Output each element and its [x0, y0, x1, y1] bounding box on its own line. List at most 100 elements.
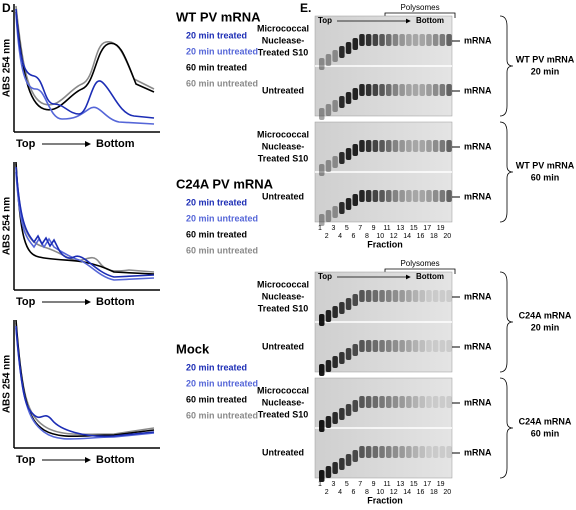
blot-band: [426, 84, 432, 96]
group-label: 20 min: [531, 322, 560, 332]
group-label: C24A mRNA: [519, 416, 572, 426]
blot-band: [352, 294, 358, 306]
blot-band: [426, 140, 432, 152]
blot-band: [426, 340, 432, 352]
row-label: Micrococcal: [257, 129, 309, 139]
row-label: Micrococcal: [257, 385, 309, 395]
blot-band: [332, 100, 338, 112]
group-label: 20 min: [531, 66, 560, 76]
blot-band: [432, 84, 439, 96]
trace: [15, 171, 155, 281]
blot-band: [345, 198, 352, 210]
blot-band: [325, 466, 332, 478]
fraction-number: 16: [417, 233, 425, 240]
blot-band: [359, 340, 365, 352]
blot-band: [352, 344, 358, 356]
blot-band: [345, 348, 352, 360]
blot-band: [439, 34, 446, 46]
trace: [15, 166, 155, 278]
blot-band: [412, 290, 419, 302]
blot-band: [426, 446, 432, 458]
blot-band: [372, 84, 379, 96]
fraction-number: 5: [345, 225, 349, 232]
fraction-number: 3: [331, 225, 335, 232]
x-start-label: Top: [16, 138, 36, 150]
fraction-number: 19: [437, 481, 445, 488]
band-label: mRNA: [464, 85, 492, 95]
blot-band: [432, 140, 439, 152]
blot-band: [399, 190, 405, 202]
blot-band: [345, 454, 352, 466]
blot-band: [319, 420, 325, 432]
trace: [15, 11, 155, 111]
row-label: Treated S10: [258, 47, 309, 57]
fraction-number: 7: [358, 225, 362, 232]
band-label: mRNA: [464, 191, 492, 201]
y-axis-label: ABS 254 nm: [2, 355, 13, 413]
legend-entry: 20 min treated: [186, 197, 247, 207]
blot-band: [379, 84, 385, 96]
fraction-axis-label: Fraction: [367, 239, 403, 249]
gradient-bottom: Bottom: [416, 16, 444, 25]
blot-band: [339, 46, 345, 58]
blot-band: [365, 140, 372, 152]
fraction-number: 12: [390, 489, 398, 496]
fraction-number: 11: [383, 225, 390, 232]
blot-band: [325, 360, 332, 372]
blot-band: [446, 140, 452, 152]
blot-band: [359, 396, 365, 408]
blot-band: [365, 84, 372, 96]
blot-band: [439, 84, 446, 96]
fraction-number: 6: [352, 489, 356, 496]
blot-band: [406, 340, 412, 352]
blot-band: [399, 290, 405, 302]
blot-band: [339, 352, 345, 364]
blot-band: [446, 446, 452, 458]
row-label: Untreated: [262, 191, 304, 201]
fraction-number: 1: [318, 481, 322, 488]
fraction-number: 8: [365, 489, 369, 496]
blot-band: [386, 140, 392, 152]
blot-band: [325, 54, 332, 66]
x-start-label: Top: [16, 296, 36, 308]
fraction-number: 8: [365, 233, 369, 240]
row-label: Untreated: [262, 85, 304, 95]
gradient-top: Top: [318, 272, 332, 281]
blot-band: [432, 340, 439, 352]
y-axis-label: ABS 254 nm: [2, 39, 13, 97]
legend-entry: 20 min treated: [186, 362, 247, 372]
fraction-number: 17: [423, 225, 431, 232]
trace: [15, 322, 155, 436]
band-label: mRNA: [464, 35, 492, 45]
fraction-number: 12: [390, 233, 398, 240]
fraction-number: 5: [345, 481, 349, 488]
blot-band: [412, 446, 419, 458]
blot-band: [386, 396, 392, 408]
blot-band: [399, 34, 405, 46]
absorbance-plot: [13, 319, 160, 449]
row-label: Nuclease-: [262, 397, 305, 407]
legend-entry: 20 min untreated: [186, 378, 258, 388]
legend-entry: 60 min untreated: [186, 78, 258, 88]
blot-band: [419, 396, 425, 408]
blot-band: [379, 190, 385, 202]
blot-band: [406, 84, 412, 96]
row-label: Treated S10: [258, 409, 309, 419]
legend-entry: 60 min untreated: [186, 410, 258, 420]
blot-band: [406, 140, 412, 152]
row-label: Untreated: [262, 341, 304, 351]
blot-band: [345, 148, 352, 160]
blot-band: [412, 84, 419, 96]
trace: [15, 325, 155, 438]
blot-band: [399, 396, 405, 408]
blot-band: [386, 290, 392, 302]
blot-band: [359, 290, 365, 302]
legend-entry: 20 min untreated: [186, 213, 258, 223]
row-label: Nuclease-: [262, 141, 305, 151]
blot-band: [399, 140, 405, 152]
polysomes-label: Polysomes: [400, 3, 439, 12]
trace: [15, 8, 155, 119]
band-label: mRNA: [464, 291, 492, 301]
blot-band: [372, 340, 379, 352]
blot-band: [406, 34, 412, 46]
